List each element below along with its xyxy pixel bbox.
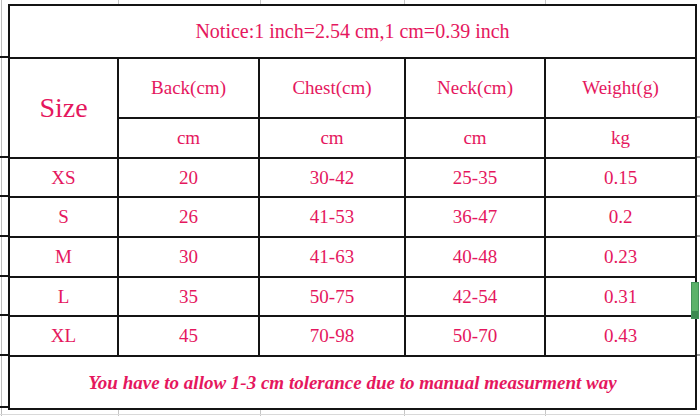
column-header-chest: Chest(cm) <box>259 58 405 118</box>
size-chart-screenshot: Notice:1 inch=2.54 cm,1 cm=0.39 inch Siz… <box>0 0 700 416</box>
table-cell: 50-70 <box>405 316 545 356</box>
table-cell: 50-75 <box>259 277 405 316</box>
table-row: XS 20 30-42 25-35 0.15 <box>9 158 696 197</box>
table-cell: 35 <box>118 277 259 316</box>
table-cell: 70-98 <box>259 316 405 356</box>
gridline-stub <box>0 275 8 277</box>
gridline-stub <box>0 406 8 408</box>
row-label: L <box>9 277 118 316</box>
column-header-weight: Weight(g) <box>545 58 696 118</box>
table-cell: 36-47 <box>405 197 545 237</box>
row-label: M <box>9 237 118 277</box>
table-cell: 20 <box>118 158 259 197</box>
gridline-stub <box>0 235 8 237</box>
table-cell: 30 <box>118 237 259 277</box>
unit-cell: cm <box>118 118 259 158</box>
table-cell: 0.31 <box>545 277 696 316</box>
row-label: XS <box>9 158 118 197</box>
table-cell: 0.2 <box>545 197 696 237</box>
unit-cell: kg <box>545 118 696 158</box>
row-label: XL <box>9 316 118 356</box>
table-row: M 30 41-63 40-48 0.23 <box>9 237 696 277</box>
table-cell: 41-63 <box>259 237 405 277</box>
unit-cell: cm <box>259 118 405 158</box>
excel-selection-indicator <box>691 282 699 319</box>
notice-text: Notice:1 inch=2.54 cm,1 cm=0.39 inch <box>9 5 696 58</box>
unit-cell: cm <box>405 118 545 158</box>
table-row: S 26 41-53 36-47 0.2 <box>9 197 696 237</box>
table-cell: 41-53 <box>259 197 405 237</box>
table-cell: 0.43 <box>545 316 696 356</box>
table-cell: 0.15 <box>545 158 696 197</box>
gridline-stub <box>0 156 8 158</box>
table-row: XL 45 70-98 50-70 0.43 <box>9 316 696 356</box>
table-cell: 45 <box>118 316 259 356</box>
size-table: Notice:1 inch=2.54 cm,1 cm=0.39 inch Siz… <box>8 4 697 410</box>
table-cell: 42-54 <box>405 277 545 316</box>
column-header-back: Back(cm) <box>118 58 259 118</box>
table-cell: 25-35 <box>405 158 545 197</box>
gridline-stub <box>0 354 8 356</box>
table-cell: 0.23 <box>545 237 696 277</box>
table-cell: 26 <box>118 197 259 237</box>
corner-header-size: Size <box>9 58 118 158</box>
column-header-neck: Neck(cm) <box>405 58 545 118</box>
gridline-stub <box>0 414 700 415</box>
excel-fill-handle <box>692 311 698 318</box>
table-cell: 30-42 <box>259 158 405 197</box>
gridline-stub <box>0 56 8 58</box>
gridline-stub <box>0 195 8 197</box>
row-label: S <box>9 197 118 237</box>
table-cell: 40-48 <box>405 237 545 277</box>
table-row: L 35 50-75 42-54 0.31 <box>9 277 696 316</box>
tolerance-note: You have to allow 1-3 cm tolerance due t… <box>9 356 696 409</box>
gridline-stub <box>0 314 8 316</box>
